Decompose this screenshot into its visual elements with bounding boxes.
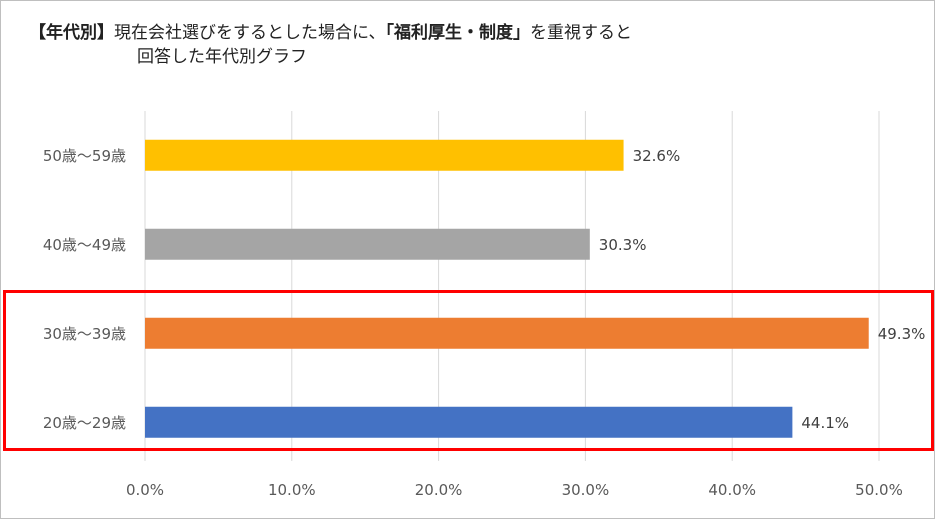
title-part2: を重視すると [530, 23, 632, 43]
category-label: 50歳〜59歳 [43, 147, 126, 165]
data-label: 44.1% [801, 414, 849, 432]
bar [145, 317, 869, 349]
x-tick-label: 50.0% [855, 481, 903, 499]
title-part1: 現在会社選びをするとした場合に、 [114, 23, 386, 43]
data-label: 32.6% [633, 147, 681, 165]
x-tick-label: 0.0% [126, 481, 164, 499]
x-tick-label: 20.0% [415, 481, 463, 499]
title-prefix: 【年代別】 [29, 23, 114, 43]
x-tick-label: 30.0% [562, 481, 610, 499]
bar [145, 139, 624, 171]
bar [145, 228, 590, 260]
x-tick-label: 10.0% [268, 481, 316, 499]
title-line2: 回答した年代別グラフ [137, 47, 307, 67]
category-label: 30歳〜39歳 [43, 325, 126, 343]
category-label: 40歳〜49歳 [43, 236, 126, 254]
title-bold: 「福利厚生・制度」 [385, 23, 531, 43]
data-label: 49.3% [878, 325, 926, 343]
data-label: 30.3% [599, 236, 647, 254]
chart-title: 【年代別】現在会社選びをするとした場合に、「福利厚生・制度」を重視すると 回答し… [29, 21, 632, 69]
category-label: 20歳〜29歳 [43, 414, 126, 432]
highlight-box [3, 290, 934, 451]
x-tick-label: 40.0% [708, 481, 756, 499]
bar [145, 406, 793, 438]
